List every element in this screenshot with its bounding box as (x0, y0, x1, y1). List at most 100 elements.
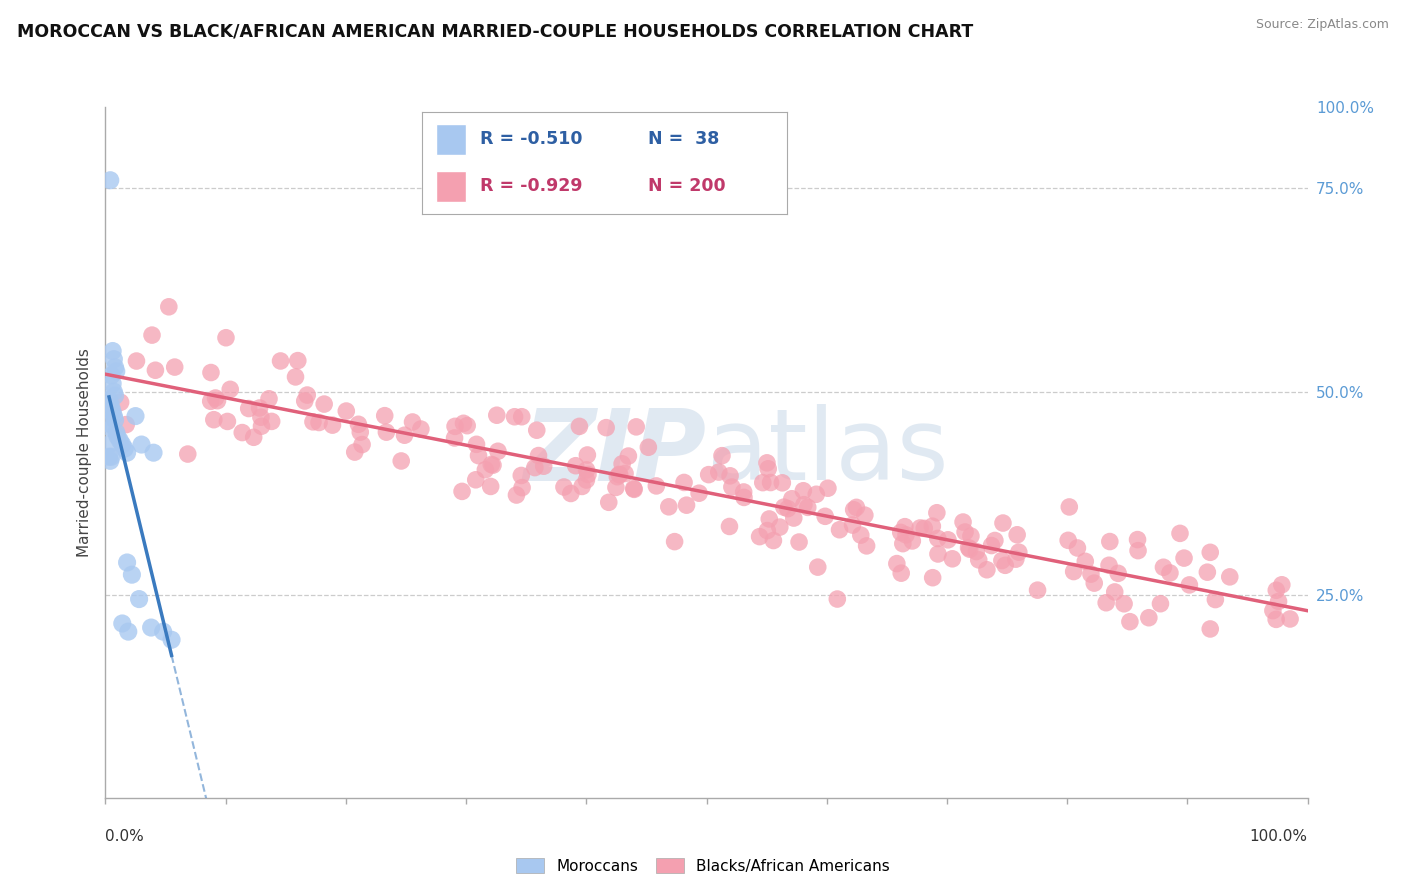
Point (204, 391, 226, 405)
Point (347, 417, 370, 432)
Point (623, 483, 645, 497)
Point (980, 539, 1002, 553)
Point (827, 592, 849, 607)
Point (117, 624, 139, 639)
Point (1265, 583, 1288, 598)
Point (451, 484, 474, 499)
Point (443, 431, 465, 445)
Point (456, 418, 478, 433)
Point (242, 430, 264, 444)
Point (994, 558, 1017, 573)
Point (707, 465, 730, 479)
Point (576, 448, 599, 462)
Point (553, 480, 575, 494)
Point (219, 382, 242, 396)
Point (1271, 578, 1294, 592)
Point (479, 479, 502, 493)
Point (733, 485, 755, 500)
Text: MOROCCAN VS BLACK/AFRICAN AMERICAN MARRIED-COUPLE HOUSEHOLDS CORRELATION CHART: MOROCCAN VS BLACK/AFRICAN AMERICAN MARRI… (17, 22, 973, 40)
Point (103, 409, 125, 423)
Point (103, 352, 125, 367)
Point (125, 354, 148, 368)
Point (335, 404, 357, 418)
Point (444, 419, 467, 434)
Point (98, 397, 121, 411)
Point (200, 394, 222, 409)
Point (207, 393, 229, 408)
Point (1199, 622, 1222, 636)
Point (505, 488, 527, 502)
Point (510, 468, 533, 483)
Point (510, 481, 533, 495)
Point (908, 521, 931, 535)
Point (890, 525, 912, 540)
Point (101, 405, 124, 419)
Point (1107, 566, 1129, 581)
Point (855, 539, 877, 553)
Point (560, 486, 582, 500)
Point (100, 421, 122, 435)
Point (104, 389, 127, 403)
Point (98, 417, 121, 432)
Bar (436, 124, 465, 154)
Point (105, 364, 128, 378)
Point (111, 437, 134, 451)
Point (733, 491, 755, 505)
Point (886, 557, 908, 571)
Point (124, 409, 146, 423)
Point (217, 414, 239, 428)
Point (215, 331, 238, 345)
Point (783, 511, 806, 525)
Point (1267, 594, 1289, 608)
Point (617, 449, 640, 463)
Point (1104, 585, 1126, 599)
Point (756, 462, 779, 476)
Point (828, 523, 851, 537)
Point (121, 567, 143, 582)
Point (1063, 565, 1085, 579)
Point (814, 509, 837, 524)
Point (107, 429, 129, 443)
Point (901, 533, 924, 548)
Point (100, 401, 122, 415)
Point (510, 409, 533, 424)
Point (1008, 545, 1031, 559)
Point (645, 479, 668, 493)
Point (1026, 583, 1049, 598)
Point (853, 508, 876, 523)
Point (787, 535, 810, 549)
Point (610, 457, 633, 471)
Point (453, 417, 475, 431)
Point (1149, 597, 1171, 611)
Text: N =  38: N = 38 (648, 130, 720, 148)
Point (108, 434, 131, 448)
Point (894, 528, 917, 542)
Point (157, 300, 180, 314)
Point (257, 392, 280, 406)
Point (101, 376, 124, 391)
Point (145, 363, 167, 377)
Point (925, 506, 948, 520)
Point (1074, 554, 1097, 568)
Point (842, 502, 865, 516)
Point (605, 480, 627, 494)
Point (718, 519, 741, 533)
Text: R = -0.510: R = -0.510 (481, 130, 583, 148)
Point (100, 368, 122, 383)
Point (287, 353, 309, 368)
Point (139, 621, 162, 635)
Point (891, 536, 914, 550)
Point (294, 394, 316, 409)
Point (1112, 597, 1135, 611)
Point (115, 417, 138, 432)
Text: ZIP: ZIP (523, 404, 707, 501)
Point (467, 449, 489, 463)
Point (571, 479, 593, 493)
Point (762, 533, 785, 548)
Point (105, 425, 128, 440)
Point (250, 419, 273, 434)
Point (697, 467, 720, 482)
Point (152, 624, 174, 639)
Point (595, 420, 617, 434)
Point (308, 416, 330, 430)
